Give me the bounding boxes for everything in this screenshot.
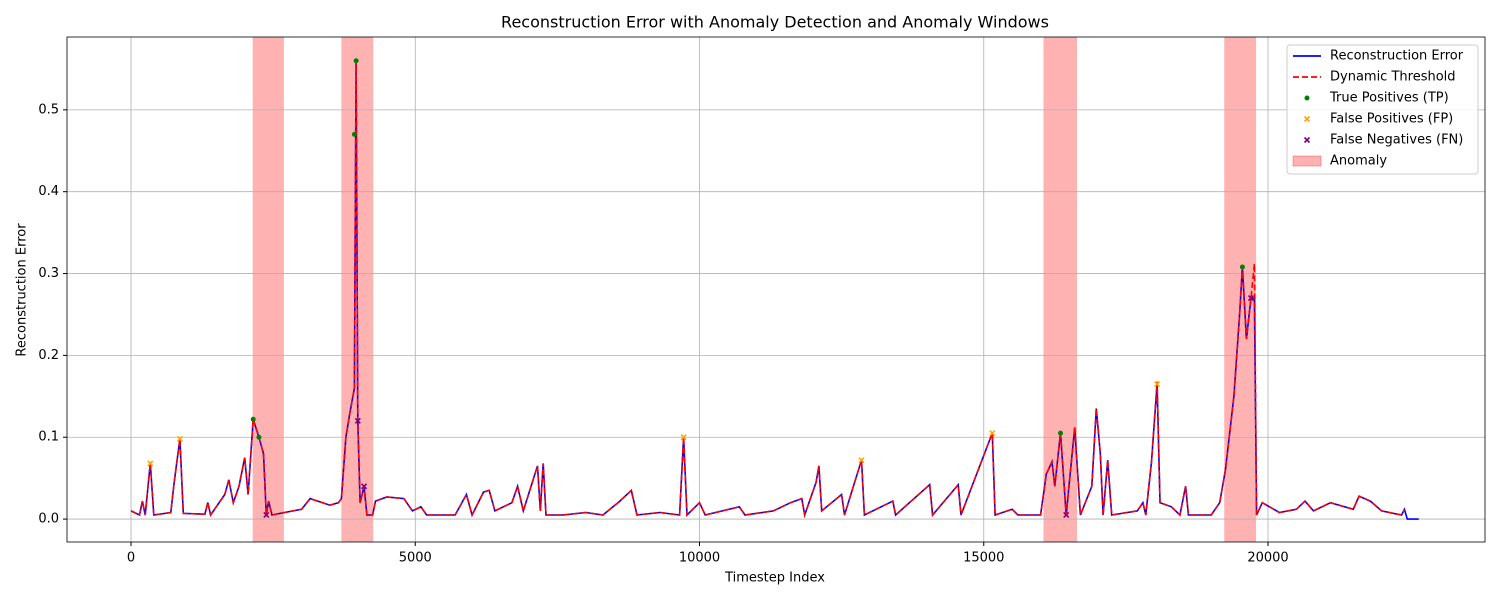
x-tick-label: 0 (127, 551, 135, 566)
marker (989, 430, 996, 437)
anomaly-window (252, 37, 284, 542)
anomaly-window (1224, 37, 1257, 542)
legend: Reconstruction Error Dynamic Threshold Tru… (1286, 44, 1479, 175)
marker (1154, 380, 1161, 388)
y-tick-label: 0.0 (38, 512, 59, 527)
x-tick-label: 20000 (1247, 551, 1288, 566)
legend-swatch (1303, 115, 1311, 123)
marker (1063, 511, 1070, 519)
legend-swatch (1292, 155, 1322, 167)
y-tick-label: 0.4 (38, 184, 59, 199)
marker (263, 511, 270, 519)
marker (361, 483, 368, 490)
marker (680, 434, 687, 441)
marker (147, 460, 154, 467)
marker (1058, 430, 1064, 436)
legend-label: Anomaly (1330, 154, 1387, 169)
y-axis-label: Reconstruction Error (15, 223, 30, 357)
x-axis-label: Timestep Index (724, 571, 825, 586)
legend-label: False Negatives (FN) (1330, 133, 1463, 148)
marker (176, 435, 183, 442)
plot-frame (66, 36, 1486, 543)
marker (250, 416, 256, 422)
y-tick-label: 0.1 (38, 430, 59, 445)
marker (353, 58, 359, 64)
legend-label: False Positives (FP) (1330, 112, 1453, 127)
legend-label: Dynamic Threshold (1330, 70, 1456, 85)
marker (858, 457, 865, 464)
anomaly-window (1043, 37, 1077, 542)
series-line (130, 60, 1406, 519)
legend-swatch (1304, 95, 1310, 101)
y-tick-label: 0.5 (38, 102, 59, 117)
marker (256, 434, 262, 440)
marker (351, 131, 357, 137)
legend-label: Reconstruction Error (1330, 49, 1464, 64)
chart-title: Reconstruction Error with Anomaly Detect… (501, 13, 1049, 32)
marker (354, 417, 361, 424)
marker (1247, 295, 1255, 302)
marker (1239, 264, 1245, 270)
legend-label: True Positives (TP) (1329, 91, 1449, 106)
x-tick-label: 15000 (963, 551, 1004, 566)
y-tick-label: 0.2 (38, 348, 59, 363)
legend-box (1286, 44, 1479, 175)
x-tick-label: 5000 (399, 551, 432, 566)
x-tick-label: 10000 (679, 551, 720, 566)
legend-swatch (1303, 136, 1311, 144)
y-tick-label: 0.3 (38, 266, 59, 281)
